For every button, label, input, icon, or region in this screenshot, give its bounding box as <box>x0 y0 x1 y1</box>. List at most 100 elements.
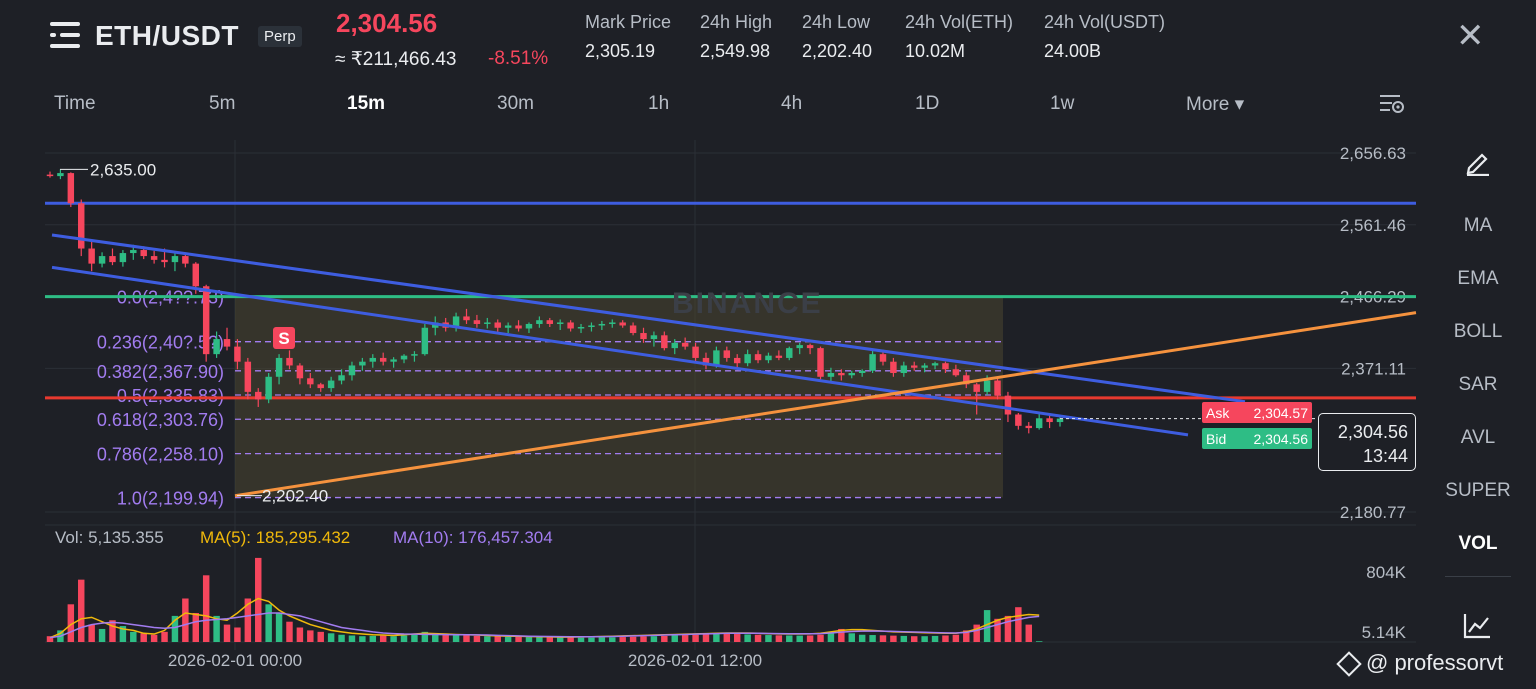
stat-label-vol-eth: 24h Vol(ETH) <box>905 12 1014 32</box>
candle-body <box>130 250 137 254</box>
tab-30m[interactable]: 30m <box>497 93 534 114</box>
volume-bar <box>942 635 949 642</box>
candle-body <box>754 354 762 361</box>
candle-body <box>307 378 314 385</box>
volume-bar <box>765 635 772 642</box>
sidebar-item-ema[interactable]: EMA <box>1457 268 1499 289</box>
volume-bar <box>806 635 814 642</box>
close-icon[interactable]: ✕ <box>1456 17 1485 55</box>
volume-bar <box>775 635 783 642</box>
candle-body <box>671 342 678 349</box>
change-percent: -8.51% <box>488 48 549 69</box>
volume-bar <box>369 635 377 642</box>
candle-body <box>661 335 668 349</box>
volume-bar <box>848 633 855 642</box>
volume-bar <box>88 624 95 642</box>
y-tick-label: 2,371.11 <box>1341 359 1406 378</box>
sidebar-item-boll[interactable]: BOLL <box>1453 321 1503 342</box>
candle-body <box>161 259 168 263</box>
sidebar-item-super[interactable]: SUPER <box>1445 480 1511 501</box>
sidebar-item-ma[interactable]: MA <box>1463 215 1493 236</box>
candle-body <box>952 369 960 376</box>
candle-body <box>942 363 949 370</box>
sidebar-item-sar[interactable]: SAR <box>1458 374 1498 395</box>
price-chart[interactable]: 2,656.632,561.462,466.292,371.112,180.77… <box>0 130 1440 670</box>
tab-more[interactable]: More ▾ <box>1186 94 1245 115</box>
stat-label-vol-usdt: 24h Vol(USDT) <box>1044 12 1166 32</box>
volume-bar <box>473 635 481 642</box>
volume-bar <box>150 634 158 642</box>
chart-settings-icon[interactable] <box>1378 92 1406 116</box>
volume-bar <box>556 637 564 642</box>
volume-bar <box>327 633 335 642</box>
sell-signal-badge <box>273 327 295 349</box>
vol-legend-ma10: MA(10): 176,457.304 <box>393 528 553 547</box>
candle-body <box>1025 425 1032 429</box>
y-tick-label: 2,656.63 <box>1340 144 1406 163</box>
candle-body <box>255 391 262 400</box>
tab-4h[interactable]: 4h <box>781 93 803 114</box>
volume-bar <box>421 631 429 642</box>
candle-body <box>577 326 585 329</box>
sidebar-item-avl[interactable]: AVL <box>1460 427 1496 448</box>
volume-bar <box>650 636 658 642</box>
candle-body <box>650 335 658 340</box>
volume-bar <box>244 598 252 642</box>
tab-time[interactable]: Time <box>54 93 96 114</box>
candle-body <box>359 361 366 366</box>
volume-bar <box>994 618 1001 642</box>
volume-bar <box>400 635 408 642</box>
volume-bar <box>442 634 449 642</box>
stat-value-high: 2,549.98 <box>700 41 771 61</box>
candle-body <box>796 345 803 349</box>
candle-body <box>515 325 522 329</box>
candle-body <box>817 348 824 377</box>
candle-body <box>921 365 928 368</box>
candle-body <box>640 333 647 340</box>
menu-icon[interactable] <box>50 22 80 48</box>
candle-body <box>994 380 1001 396</box>
tab-1w[interactable]: 1w <box>1050 93 1075 114</box>
candle-body <box>234 346 241 362</box>
volume-bar <box>577 637 585 642</box>
tab-1h[interactable]: 1h <box>648 93 670 114</box>
pencil-icon[interactable] <box>1463 148 1493 176</box>
tab-15m[interactable]: 15m <box>347 93 386 114</box>
tab-5m[interactable]: 5m <box>209 93 236 114</box>
candle-body <box>963 375 970 385</box>
fib-level-label: 1.0(2,199.94) <box>117 489 224 509</box>
trendline-channel-upper <box>51 233 1246 404</box>
candle-body <box>504 325 512 328</box>
candle-body <box>1046 418 1053 423</box>
tab-1d[interactable]: 1D <box>915 93 940 114</box>
candle-body <box>494 322 501 328</box>
candle-body <box>244 361 252 392</box>
pair-title[interactable]: ETH/USDT <box>95 20 239 51</box>
fib-level-label: 0.5(2,335.83) <box>117 386 224 406</box>
candle-body <box>421 327 429 355</box>
candle-body <box>213 339 220 355</box>
candle-body <box>536 320 543 324</box>
credit-text: @ professorvt <box>1366 650 1504 675</box>
volume-bar <box>275 613 283 642</box>
candle-body <box>775 355 783 358</box>
volume-bar <box>661 635 668 642</box>
candle-body <box>317 384 324 389</box>
candle-body <box>182 256 189 264</box>
candle-body <box>452 316 460 328</box>
volume-bar <box>838 628 845 642</box>
candle-body <box>46 174 54 177</box>
volume-bar <box>379 635 387 642</box>
line-chart-icon[interactable] <box>1462 612 1492 640</box>
stat-value-vol-usdt: 24.00B <box>1044 41 1102 61</box>
candle-body <box>67 173 75 204</box>
sidebar-item-vol[interactable]: VOL <box>1458 533 1498 554</box>
binance-diamond-icon <box>1336 651 1362 677</box>
fib-level-label: 0.236(2,40?.5?) <box>97 333 224 353</box>
stat-value-vol-eth: 10.02M <box>905 41 966 61</box>
volume-bar <box>515 636 522 642</box>
candle-body <box>390 359 397 362</box>
volume-bar <box>869 635 876 642</box>
volume-bar <box>202 575 210 642</box>
volume-bar <box>296 627 304 642</box>
